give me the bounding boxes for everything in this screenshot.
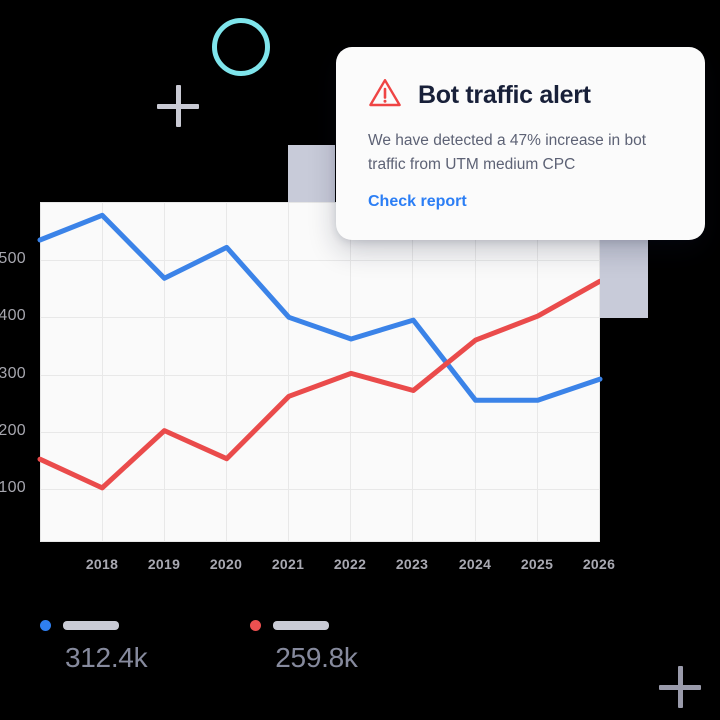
warning-triangle-icon bbox=[368, 77, 402, 113]
gridline-y-500 bbox=[40, 260, 600, 261]
x-axis-tick-2026: 2026 bbox=[582, 556, 616, 572]
chart-legend: 312.4k 259.8k bbox=[40, 618, 358, 674]
y-axis-tick-500: 500 bbox=[0, 250, 26, 267]
chart-series-layer bbox=[37, 212, 603, 491]
gridline-y-100 bbox=[40, 489, 600, 490]
gridline-x-2024 bbox=[475, 202, 476, 542]
bot-traffic-alert-card[interactable]: Bot traffic alert We have detected a 47%… bbox=[336, 47, 705, 240]
x-axis-tick-2025: 2025 bbox=[520, 556, 554, 572]
x-axis-tick-2022: 2022 bbox=[333, 556, 367, 572]
legend-item-sessions[interactable]: 312.4k bbox=[40, 618, 148, 674]
legend-label-placeholder-bar bbox=[273, 620, 330, 630]
x-axis-tick-2019: 2019 bbox=[147, 556, 181, 572]
y-axis-tick-300: 300 bbox=[0, 365, 26, 382]
alert-description: We have detected a 47% increase in bot t… bbox=[368, 132, 647, 173]
legend-item-bot-traffic[interactable]: 259.8k bbox=[250, 618, 358, 674]
x-axis-tick-2020: 2020 bbox=[209, 556, 243, 572]
legend-value-bot-traffic: 259.8k bbox=[275, 642, 358, 673]
x-axis-tick-2018: 2018 bbox=[85, 556, 119, 572]
alert-header: Bot traffic alert bbox=[368, 77, 673, 113]
legend-dot-sessions bbox=[40, 619, 51, 631]
gridline-x-2023 bbox=[412, 202, 413, 542]
chart-plot-area bbox=[40, 202, 600, 542]
gridline-y-300 bbox=[40, 375, 600, 376]
x-axis-tick-2023: 2023 bbox=[395, 556, 429, 572]
line-chart: 500 400 300 200 100 2018 2019 2020 2021 … bbox=[0, 202, 616, 572]
gridline-x-2021 bbox=[288, 202, 289, 542]
series-line-sessions bbox=[37, 212, 603, 403]
gridline-x-2019 bbox=[164, 202, 165, 542]
decorative-plus-icon-bottom bbox=[659, 666, 701, 708]
y-axis-tick-100: 100 bbox=[0, 479, 26, 496]
x-axis-tick-2024: 2024 bbox=[458, 556, 492, 572]
y-axis-tick-400: 400 bbox=[0, 307, 26, 324]
plus-vertical-bar bbox=[677, 666, 683, 708]
decorative-rectangle-right bbox=[600, 240, 648, 318]
x-axis-tick-2021: 2021 bbox=[271, 556, 305, 572]
plus-vertical-bar bbox=[175, 85, 181, 127]
alert-title: Bot traffic alert bbox=[418, 80, 591, 109]
decorative-plus-icon-top bbox=[157, 85, 199, 127]
gridline-y-400 bbox=[40, 317, 600, 318]
legend-label-placeholder-bar bbox=[63, 620, 119, 630]
gridline-y-200 bbox=[40, 432, 600, 433]
legend-value-sessions: 312.4k bbox=[65, 642, 148, 673]
series-line-bot-traffic bbox=[37, 278, 603, 491]
y-axis-tick-200: 200 bbox=[0, 422, 26, 439]
legend-dot-bot-traffic bbox=[250, 619, 262, 631]
gridline-x-2020 bbox=[226, 202, 227, 542]
gridline-x-2018 bbox=[102, 202, 103, 542]
decorative-ring-icon bbox=[212, 18, 270, 76]
check-report-link[interactable]: Check report bbox=[368, 193, 467, 210]
gridline-x-2025 bbox=[537, 202, 538, 542]
